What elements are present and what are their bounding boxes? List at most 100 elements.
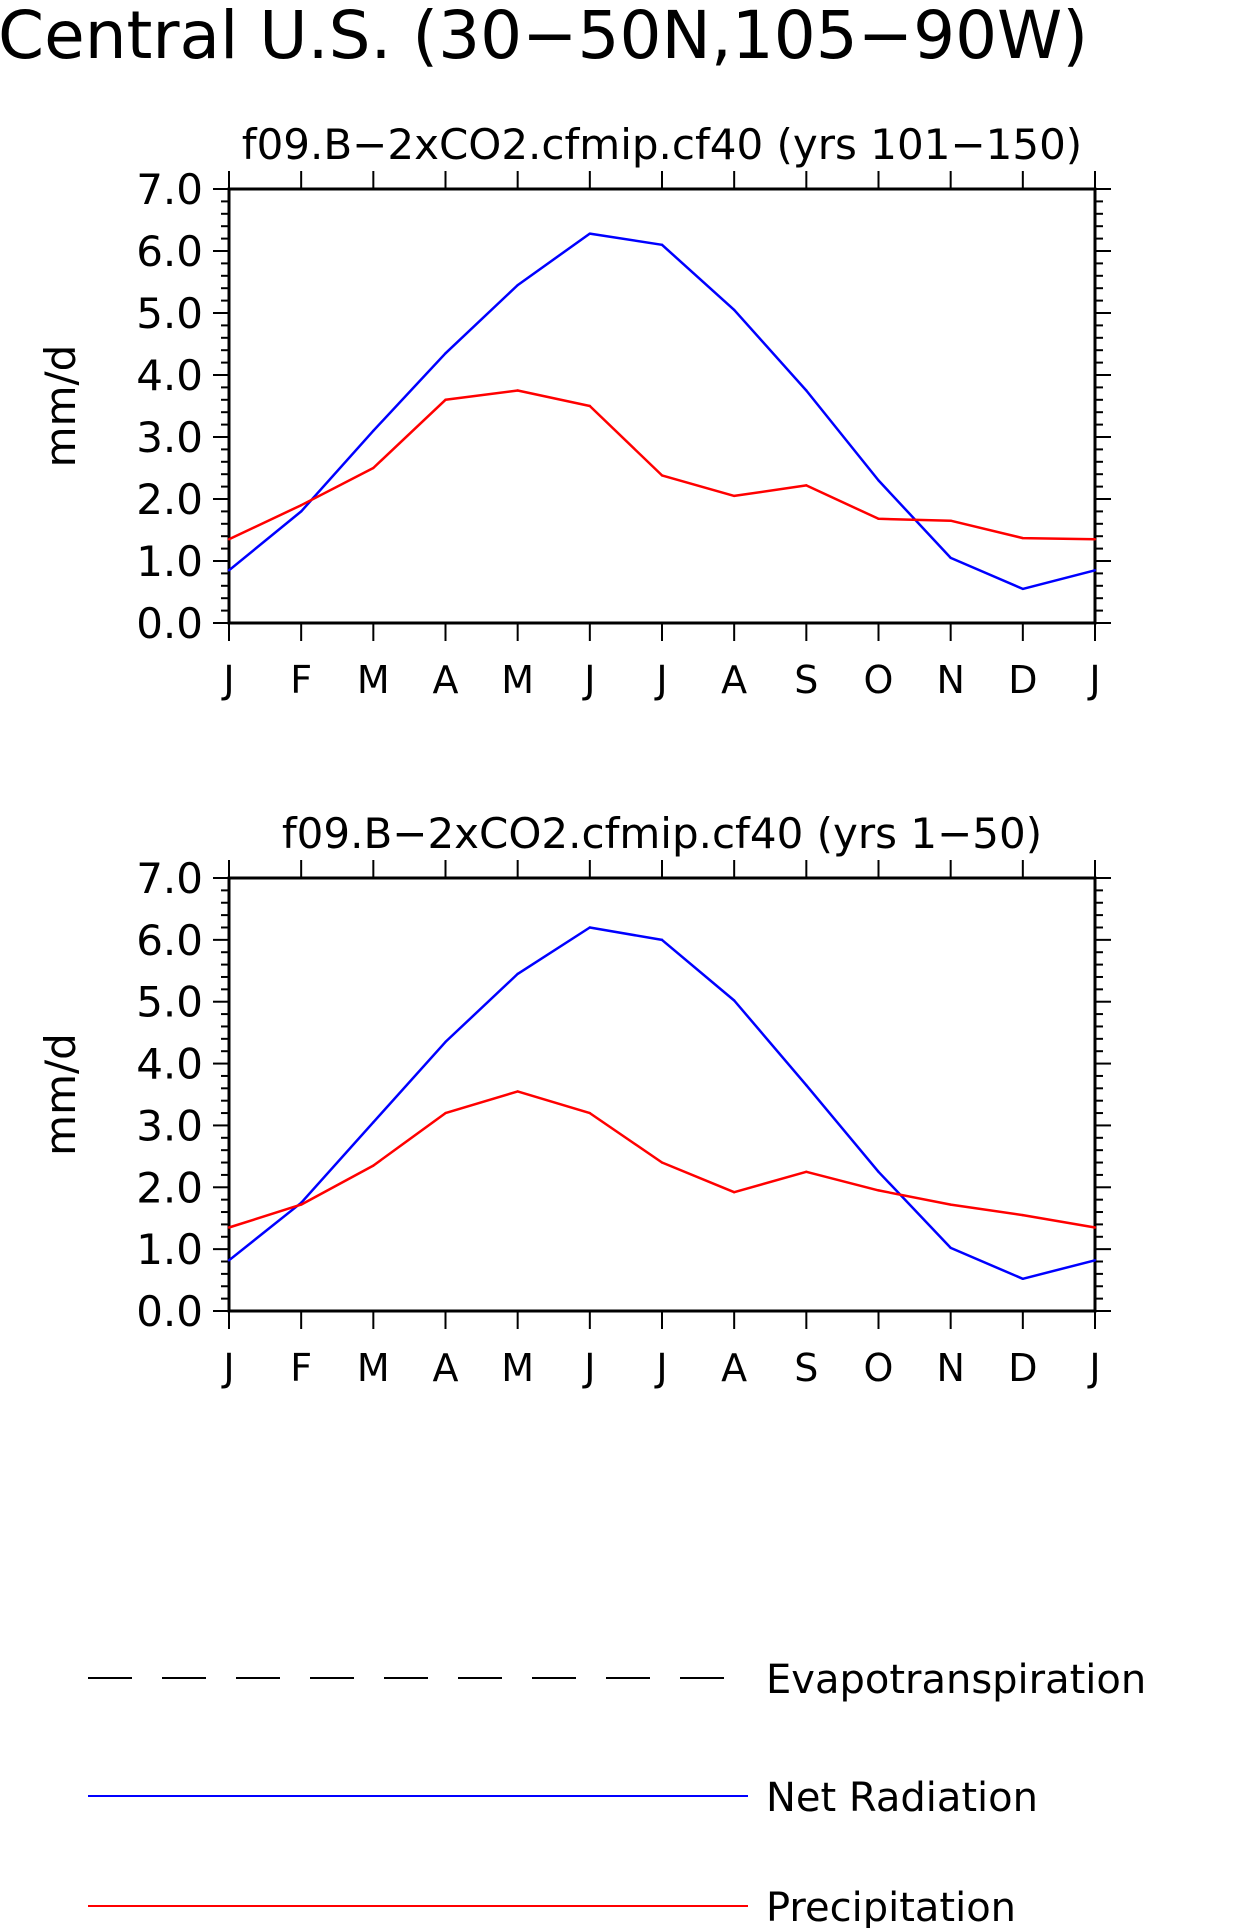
data-point <box>227 1259 231 1262</box>
page-title: Central U.S. (30−50N,105−90W) <box>0 0 1088 74</box>
data-point <box>299 504 303 507</box>
data-point <box>516 283 519 287</box>
x-tick-label: S <box>794 658 818 702</box>
x-tick-label: M <box>501 658 534 702</box>
data-point <box>227 569 231 572</box>
chart-panel-1: f09.B−2xCO2.cfmip.cf40 (yrs 101−150) 0.0 1… <box>36 120 1111 702</box>
data-point <box>805 1084 808 1087</box>
data-point <box>516 389 519 392</box>
x-tick-label: S <box>794 1346 818 1390</box>
data-point <box>1093 1226 1097 1229</box>
y-axis-label: mm/d <box>36 345 85 468</box>
y-tick-label: 6.0 <box>136 227 203 276</box>
x-tick-label: J <box>1087 1346 1100 1390</box>
chart-title: f09.B−2xCO2.cfmip.cf40 (yrs 1−50) <box>282 809 1042 858</box>
y-tick-label: 7.0 <box>136 854 203 903</box>
data-point <box>227 538 231 541</box>
data-point <box>805 484 808 487</box>
data-point <box>1021 1277 1025 1281</box>
chart-title: f09.B−2xCO2.cfmip.cf40 (yrs 101−150) <box>242 120 1082 169</box>
legend-label: Net Radiation <box>766 1775 1038 1821</box>
legend: Evapotranspiration Net Radiation Precipita… <box>88 1657 1146 1928</box>
data-point <box>949 556 952 560</box>
series-line <box>228 1090 1096 1229</box>
x-tick-label: J <box>221 1346 234 1390</box>
x-tick-label: J <box>1087 658 1100 702</box>
data-point <box>516 1090 519 1093</box>
series-precipitation <box>227 1090 1097 1229</box>
data-point <box>1021 1213 1025 1217</box>
data-point <box>660 474 664 477</box>
x-tick-label: J <box>654 658 667 702</box>
data-point <box>588 404 592 408</box>
data-point <box>660 243 664 246</box>
y-tick-label: 5.0 <box>136 289 203 338</box>
data-point <box>877 1189 880 1192</box>
x-tick-label: A <box>721 658 747 702</box>
data-point <box>949 1246 952 1250</box>
y-tick-label: 2.0 <box>136 1163 203 1212</box>
data-point <box>444 1040 447 1044</box>
data-point <box>660 938 664 942</box>
data-point <box>444 398 447 401</box>
legend-item-net-radiation: Net Radiation <box>88 1775 1038 1821</box>
y-tick-label: 4.0 <box>136 1040 203 1089</box>
series-line <box>228 232 1096 591</box>
y-tick-label: 1.0 <box>136 1225 203 1274</box>
y-tick-label: 0.0 <box>136 599 203 648</box>
x-tick-label: O <box>864 1346 894 1390</box>
data-point <box>1021 587 1025 591</box>
y-tick-label: 3.0 <box>136 413 203 462</box>
y-axis: 0.0 1.0 2.0 3.0 4.0 5.0 6.0 7.0 <box>136 165 1111 648</box>
y-tick-label: 1.0 <box>136 537 203 586</box>
data-point <box>732 999 736 1002</box>
x-tick-label: N <box>936 658 964 702</box>
data-point <box>588 232 592 235</box>
data-point <box>877 517 880 521</box>
x-tick-label: D <box>1008 1346 1037 1390</box>
data-point <box>372 1121 375 1124</box>
data-point <box>372 1164 375 1167</box>
data-point <box>588 1111 592 1115</box>
series-precipitation <box>227 389 1097 541</box>
data-point <box>732 1191 736 1194</box>
y-tick-label: 3.0 <box>136 1101 203 1150</box>
data-point <box>516 972 519 976</box>
x-tick-label: J <box>221 658 234 702</box>
data-point <box>1021 536 1025 540</box>
data-point <box>299 1203 303 1206</box>
y-tick-label: 0.0 <box>136 1287 203 1336</box>
x-tick-label: J <box>582 1346 595 1390</box>
y-axis: 0.0 1.0 2.0 3.0 4.0 5.0 6.0 7.0 <box>136 854 1111 1336</box>
chart-panel-2: f09.B−2xCO2.cfmip.cf40 (yrs 1−50) 0.0 1.0 2… <box>36 809 1111 1390</box>
data-point <box>444 1111 447 1115</box>
x-tick-label: D <box>1008 658 1037 702</box>
data-point <box>805 1170 808 1174</box>
x-tick-label: M <box>501 1346 534 1390</box>
x-tick-label: A <box>433 658 459 702</box>
series-net-radiation <box>227 232 1097 591</box>
legend-item-evapotranspiration: Evapotranspiration <box>88 1657 1146 1703</box>
y-tick-label: 6.0 <box>136 916 203 965</box>
y-tick-label: 2.0 <box>136 475 203 524</box>
data-point <box>588 926 592 929</box>
panels: f09.B−2xCO2.cfmip.cf40 (yrs 101−150) 0.0 1… <box>36 120 1111 1390</box>
series-net-radiation <box>227 926 1097 1281</box>
y-tick-label: 7.0 <box>136 165 203 214</box>
x-tick-label: F <box>290 1346 312 1390</box>
data-point <box>877 1170 880 1174</box>
data-point <box>949 1203 952 1206</box>
plot-frame <box>227 187 1097 625</box>
legend-item-precipitation: Precipitation <box>88 1885 1016 1928</box>
y-tick-label: 5.0 <box>136 978 203 1027</box>
x-tick-label: N <box>936 1346 964 1390</box>
x-tick-label: A <box>433 1346 459 1390</box>
data-point <box>732 308 736 312</box>
plot-frame <box>227 876 1097 1313</box>
x-tick-label: F <box>290 658 312 702</box>
y-tick-label: 4.0 <box>136 351 203 400</box>
series-line <box>228 389 1096 541</box>
